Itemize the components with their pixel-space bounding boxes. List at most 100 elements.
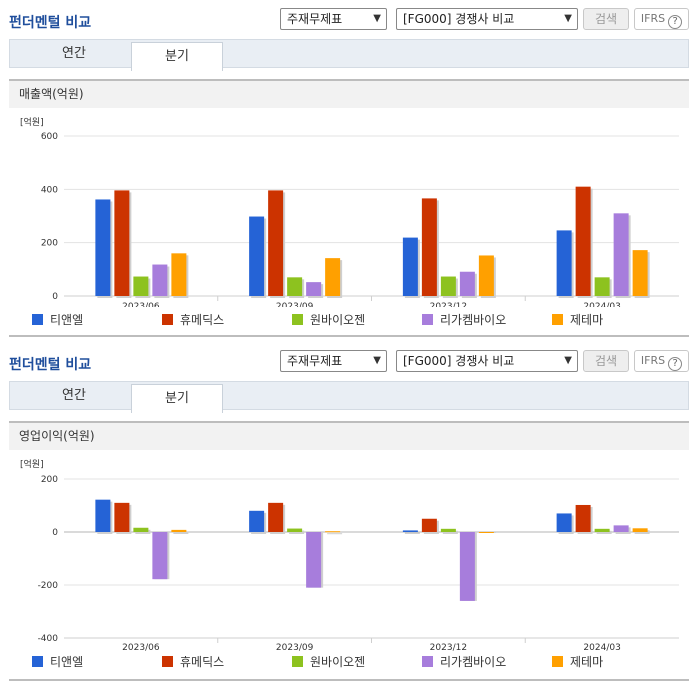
ifrs-label: IFRS: [640, 354, 666, 367]
bar-티앤엘-2024/03: [556, 513, 572, 532]
peer-select[interactable]: [FG000] 경쟁사 비교 ▼: [396, 350, 578, 372]
statement-select[interactable]: 주재무제표 ▼: [280, 8, 387, 30]
bar-리가켐바이오-2023/09: [306, 532, 322, 588]
chevron-down-icon: ▼: [373, 355, 381, 366]
bar-리가켐바이오-2023/06: [152, 264, 168, 296]
bar-휴메딕스-2023/06: [114, 502, 130, 532]
bar-티앤엘-2023/06: [95, 199, 111, 296]
divider: [9, 335, 689, 337]
bar-shadow: [327, 533, 343, 535]
chevron-down-icon: ▼: [564, 13, 572, 24]
bar-티앤엘-2023/12: [402, 530, 418, 532]
y-tick-label: 200: [41, 475, 58, 485]
legend-swatch: [32, 314, 43, 325]
legend-label: 제테마: [570, 655, 604, 669]
bar-shadow: [634, 530, 650, 534]
bar-원바이오젠-2023/06: [133, 527, 149, 532]
revenue-chart: [억원] 0 200 400 600 2023/06 2023/09 2023/12 2024/…: [20, 116, 679, 307]
operating-profit-chart: [억원] -400 -200 0 200 2023/06 2023/09 2023/12 202…: [20, 458, 679, 653]
legend-swatch: [162, 314, 173, 325]
bar-휴메딕스-2023/12: [421, 518, 437, 532]
search-button[interactable]: 검색: [583, 350, 629, 372]
bar-원바이오젠-2024/03: [594, 528, 610, 532]
legend-label: 리가켐바이오: [440, 655, 507, 669]
help-icon[interactable]: ?: [668, 357, 683, 371]
tab-annual[interactable]: 연간: [62, 46, 86, 61]
statement-select-value: 주재무제표: [287, 354, 343, 368]
operating-profit-panel: 펀더멘털 비교 주재무제표 ▼ [FG000] 경쟁사 비교 ▼ 검색 IFRS…: [0, 342, 696, 684]
legend-label: 원바이오젠: [310, 313, 366, 327]
bar-휴메딕스-2023/09: [268, 502, 284, 532]
legend-label: 티앤엘: [50, 313, 84, 327]
bar-원바이오젠-2023/12: [440, 528, 456, 532]
ifrs-button[interactable]: IFRS?: [634, 350, 689, 372]
bar-티앤엘-2023/12: [402, 237, 418, 296]
tab-annual[interactable]: 연간: [62, 388, 86, 403]
bar-제테마-2023/09: [325, 258, 341, 296]
bar-리가켐바이오-2024/03: [613, 525, 629, 532]
x-tick-label: 2023/09: [276, 302, 314, 307]
bar-휴메딕스-2023/06: [114, 190, 130, 296]
legend-swatch: [552, 656, 563, 667]
legend-swatch: [162, 656, 173, 667]
bar-휴메딕스-2024/03: [575, 504, 591, 532]
peer-select-value: [FG000] 경쟁사 비교: [403, 12, 515, 26]
legend-swatch: [292, 314, 303, 325]
bar-shadow: [404, 532, 420, 534]
bar-제테마-2023/09: [325, 531, 341, 533]
peer-select[interactable]: [FG000] 경쟁사 비교 ▼: [396, 8, 578, 30]
bar-리가켐바이오-2024/03: [613, 213, 629, 296]
revenue-panel: 펀더멘털 비교 주재무제표 ▼ [FG000] 경쟁사 비교 ▼ 검색 IFRS…: [0, 0, 696, 340]
y-tick-label: 0: [52, 292, 58, 302]
bar-휴메딕스-2023/12: [421, 198, 437, 296]
bar-리가켐바이오-2023/12: [459, 532, 475, 601]
period-tabs: 연간 분기: [9, 381, 689, 413]
peer-select-value: [FG000] 경쟁사 비교: [403, 354, 515, 368]
search-button[interactable]: 검색: [583, 8, 629, 30]
ifrs-button[interactable]: IFRS?: [634, 8, 689, 30]
help-icon[interactable]: ?: [668, 15, 683, 29]
panel-title: 펀더멘털 비교: [9, 357, 92, 373]
y-tick-label: 200: [41, 239, 58, 249]
y-tick-label: -200: [38, 581, 59, 591]
x-tick-label: 2024/03: [583, 302, 620, 307]
bar-제테마-2024/03: [632, 528, 648, 532]
chevron-down-icon: ▼: [564, 355, 572, 366]
bar-티앤엘-2024/03: [556, 230, 572, 296]
legend-label: 제테마: [570, 313, 604, 327]
statement-select[interactable]: 주재무제표 ▼: [280, 350, 387, 372]
bar-shadow: [596, 530, 612, 534]
section-title: 영업이익(억원): [9, 421, 689, 450]
section-title: 매출액(억원): [9, 79, 689, 108]
bar-shadow: [442, 530, 458, 534]
bar-휴메딕스-2024/03: [575, 186, 591, 296]
panel-title: 펀더멘털 비교: [9, 15, 92, 31]
x-tick-label: 2024/03: [583, 643, 620, 653]
tab-quarterly[interactable]: 분기: [131, 42, 223, 71]
bar-shadow: [173, 531, 189, 534]
chevron-down-icon: ▼: [373, 13, 381, 24]
bar-제테마-2023/12: [478, 255, 494, 296]
bar-제테마-2023/12: [478, 532, 494, 533]
y-tick-label: 400: [41, 185, 58, 195]
legend-swatch: [552, 314, 563, 325]
legend-swatch: [32, 656, 43, 667]
x-tick-label: 2023/06: [122, 643, 160, 653]
bar-원바이오젠-2023/12: [440, 276, 456, 296]
legend-swatch: [292, 656, 303, 667]
chart-legend: 티앤엘 휴메딕스 원바이오젠 리가켐바이오 제테마: [32, 312, 672, 328]
bar-티앤엘-2023/06: [95, 499, 111, 532]
x-tick-label: 2023/06: [122, 302, 160, 307]
y-tick-label: -400: [38, 634, 59, 644]
bar-shadow: [289, 530, 305, 534]
tab-quarterly[interactable]: 분기: [131, 384, 223, 413]
bar-원바이오젠-2023/06: [133, 276, 149, 296]
x-tick-label: 2023/12: [430, 302, 467, 307]
legend-label: 휴메딕스: [180, 313, 225, 327]
bar-리가켐바이오-2023/09: [306, 282, 322, 296]
bar-원바이오젠-2023/09: [287, 528, 303, 532]
x-tick-label: 2023/12: [430, 643, 467, 653]
bar-리가켐바이오-2023/12: [459, 271, 475, 296]
ifrs-label: IFRS: [640, 12, 666, 25]
legend-swatch: [422, 314, 433, 325]
